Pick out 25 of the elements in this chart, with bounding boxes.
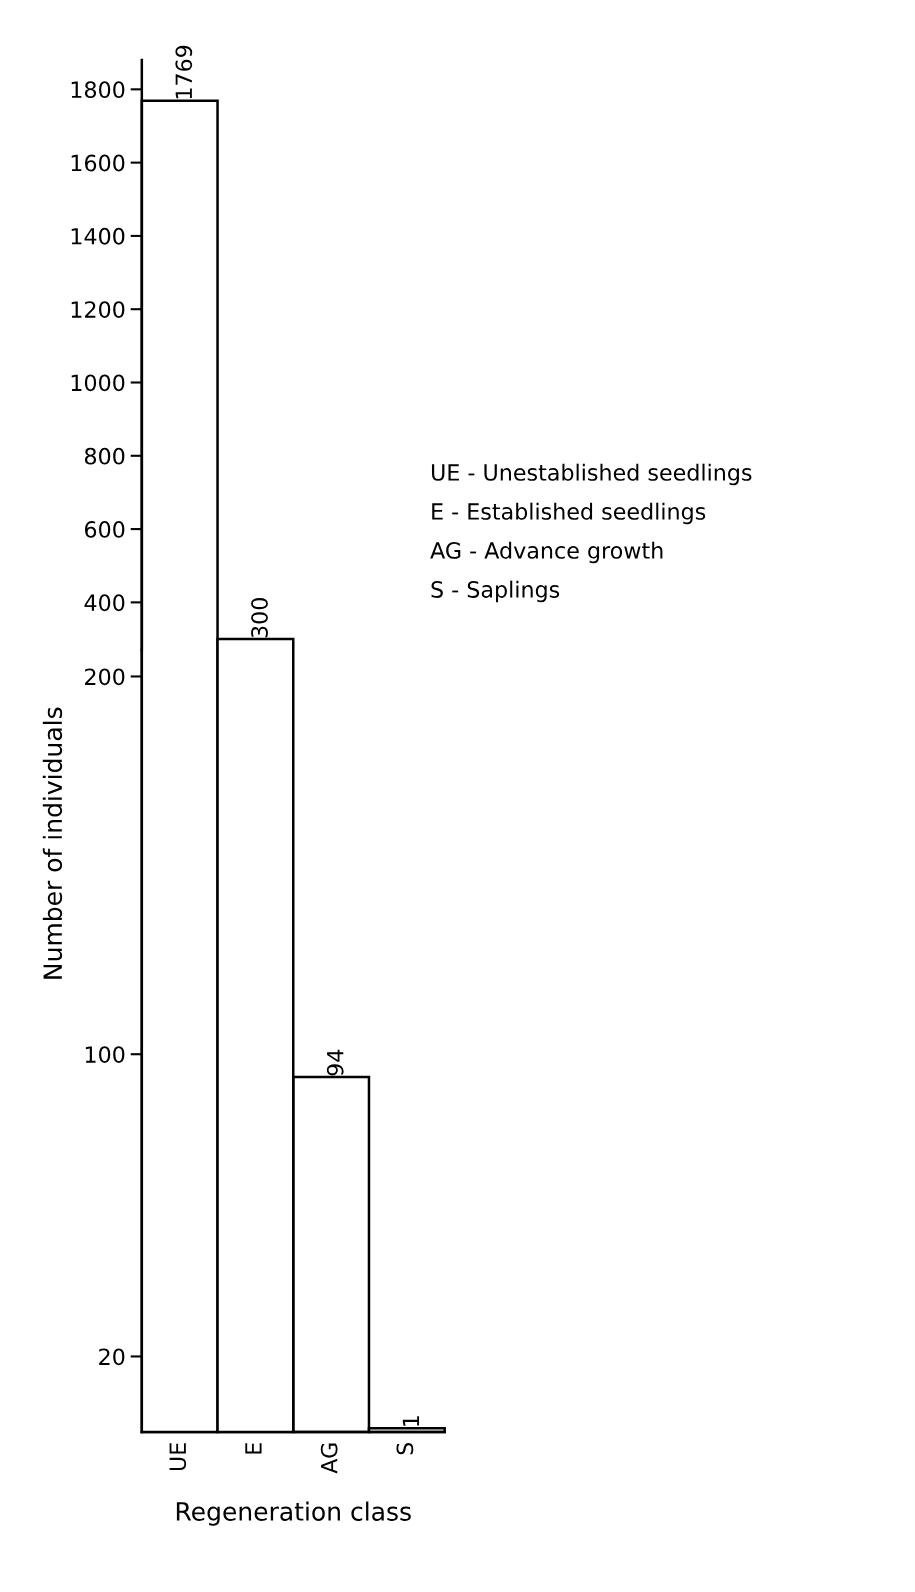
y-tick-label: 1800	[71, 81, 125, 99]
y-tick-label: 1400	[71, 227, 125, 245]
y-tick-label: 400	[84, 594, 125, 612]
data-label: 94	[326, 1049, 344, 1076]
y-axis-title: Number of individuals	[42, 707, 63, 979]
annotation: S - Saplings	[431, 580, 560, 603]
annotation: E - Established seedlings	[432, 502, 706, 525]
y-tick-label: 1000	[71, 374, 125, 392]
y-tick-label: 800	[84, 447, 125, 465]
data-label: 1	[402, 1416, 420, 1426]
x-tick-label: AG	[320, 1443, 338, 1474]
x-tick-label: E	[245, 1443, 262, 1454]
annotation: AG - Advance growth	[430, 541, 663, 564]
y-tick-label: 600	[84, 521, 125, 538]
x-tick-label: UE	[169, 1443, 187, 1471]
data-label: 1769	[175, 45, 193, 99]
y-tick-label: 1600	[71, 154, 125, 172]
y-tick-label: 1200	[71, 301, 125, 318]
y-tick-label: 200	[85, 668, 125, 686]
x-tick-label: S	[396, 1442, 414, 1455]
x-axis-title: Regeneration class	[176, 1501, 411, 1526]
annotation: UE - Unestablished seedlings	[431, 463, 752, 486]
data-label: 300	[251, 598, 268, 638]
y-tick-label: 100	[85, 1046, 125, 1063]
y-tick-label: 20	[99, 1348, 125, 1366]
